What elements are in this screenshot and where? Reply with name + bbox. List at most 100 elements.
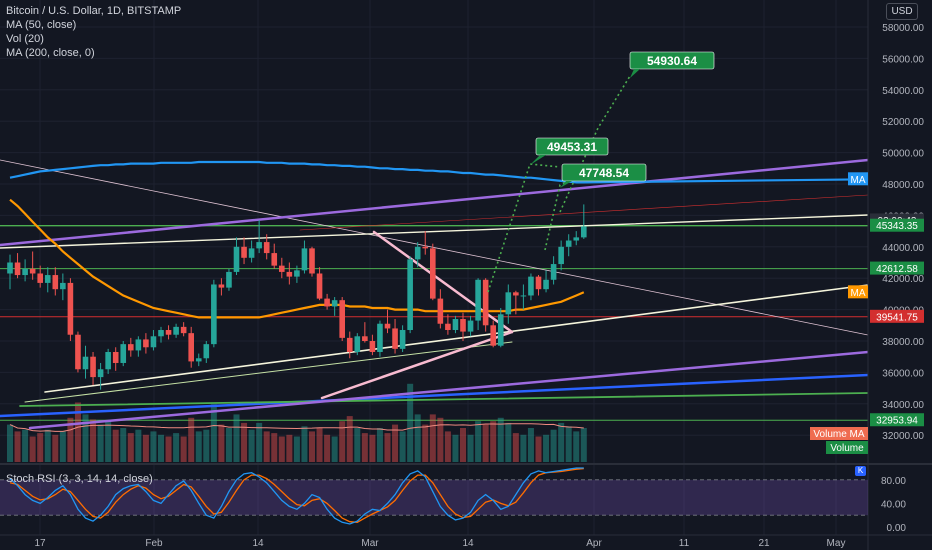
target-pointer xyxy=(530,155,546,165)
candle-body xyxy=(346,337,353,352)
candle-body xyxy=(467,320,474,332)
y-tick-label: 44000.00 xyxy=(882,243,924,254)
candle-body xyxy=(120,344,127,363)
target-label-box xyxy=(561,163,647,182)
volume-bar xyxy=(429,414,436,462)
candle-body xyxy=(90,356,96,378)
candle-body xyxy=(369,341,376,352)
symbol-title[interactable]: Bitcoin / U.S. Dollar, 1D, BITSTAMP xyxy=(6,5,182,17)
volume-bar xyxy=(248,429,255,462)
volume-bar xyxy=(180,436,187,462)
candle-body xyxy=(354,336,361,352)
volume-bar xyxy=(384,433,391,462)
candle-body xyxy=(392,328,398,349)
volume-bar xyxy=(497,417,504,462)
candle-body xyxy=(543,279,549,290)
y-tick-label: 42000.00 xyxy=(882,274,924,285)
currency-button[interactable]: USD xyxy=(886,3,918,20)
candle-body xyxy=(173,326,179,335)
volume-bar xyxy=(44,429,51,462)
volume-bar xyxy=(324,434,331,462)
price-label-box xyxy=(870,261,924,275)
candle-body xyxy=(294,270,300,277)
candle-body xyxy=(14,262,21,276)
candle-body xyxy=(128,344,134,351)
price-label: 42612.58 xyxy=(876,264,918,275)
ma200-line xyxy=(9,160,869,184)
candle-body xyxy=(316,273,323,299)
volume-bar xyxy=(505,422,512,462)
candle-body xyxy=(520,295,527,297)
volume-bar xyxy=(150,431,157,462)
volume-bar xyxy=(7,424,13,462)
volume-bar xyxy=(376,428,383,462)
candle-body xyxy=(7,262,13,274)
candle-body xyxy=(513,292,519,296)
volume-bar xyxy=(520,434,527,462)
volume-bar xyxy=(422,424,429,462)
volume-bar xyxy=(369,434,376,462)
candle-body xyxy=(256,242,262,249)
volume-bar xyxy=(225,428,232,462)
price-label-box xyxy=(870,218,924,232)
y-tick-label: 32000.00 xyxy=(882,431,924,442)
candle-body xyxy=(75,334,81,370)
candle-body xyxy=(414,246,421,260)
candle-body xyxy=(44,275,51,283)
volume-bar xyxy=(127,433,134,462)
candle-body xyxy=(195,358,202,362)
candle-body xyxy=(203,344,210,359)
volume-bar xyxy=(74,402,81,462)
candle-body xyxy=(422,246,429,249)
x-tick-label: 14 xyxy=(252,538,264,549)
volume-bar xyxy=(105,421,112,462)
candle-body xyxy=(528,276,534,296)
stoch-rsi-legend[interactable]: Stoch RSI (3, 3, 14, 14, close) xyxy=(6,473,153,485)
volume-bar xyxy=(14,431,21,462)
volume-bar xyxy=(407,383,414,462)
stoch-tick-label: 80.00 xyxy=(881,476,906,487)
volume-bar xyxy=(361,433,368,462)
candle-body xyxy=(286,271,293,277)
candle-body xyxy=(67,282,74,335)
ma50-legend[interactable]: MA (50, close) xyxy=(6,19,77,31)
volume-bar xyxy=(241,422,248,462)
chart-legend: Bitcoin / U.S. Dollar, 1D, BITSTAMP MA (… xyxy=(6,4,181,60)
candle-body xyxy=(460,319,466,332)
volume-ma-label-box xyxy=(810,427,868,440)
candle-body xyxy=(211,284,217,345)
trend-line-white-lower xyxy=(44,284,869,393)
volume-bar xyxy=(67,417,74,462)
ma50-line xyxy=(9,198,585,319)
volume-bar xyxy=(475,421,482,462)
candle-body xyxy=(165,330,172,335)
volume-bar xyxy=(158,434,164,462)
y-tick-label: 34000.00 xyxy=(882,400,924,411)
candle-body xyxy=(188,333,194,362)
volume-bar xyxy=(301,426,308,462)
volume-bar xyxy=(286,434,293,462)
price-label-box xyxy=(848,172,868,186)
candle-body xyxy=(135,339,142,351)
trend-line-pink-thin xyxy=(0,159,869,336)
volume-label-box xyxy=(826,441,868,454)
y-tick-label: 52000.00 xyxy=(882,117,924,128)
ma200-legend[interactable]: MA (200, close, 0) xyxy=(6,47,95,59)
target-pointer xyxy=(560,181,572,188)
volume-bar xyxy=(467,434,474,462)
k-toggle-button[interactable]: K xyxy=(855,466,866,476)
y-tick-label: 50000.00 xyxy=(882,149,924,160)
x-tick-label: 17 xyxy=(34,538,46,549)
candle-body xyxy=(158,330,164,337)
volume-bar xyxy=(490,421,497,462)
trend-line-white-upper xyxy=(0,214,869,249)
volume-bar xyxy=(203,429,210,462)
volume-legend[interactable]: Vol (20) xyxy=(6,33,44,45)
trend-line-purple-upper xyxy=(0,158,870,247)
stoch-tick-label: 0.00 xyxy=(887,523,907,534)
volume-ma-line xyxy=(9,423,584,432)
candles xyxy=(7,204,587,390)
volume-bar xyxy=(256,422,263,462)
candle-body xyxy=(565,240,572,247)
